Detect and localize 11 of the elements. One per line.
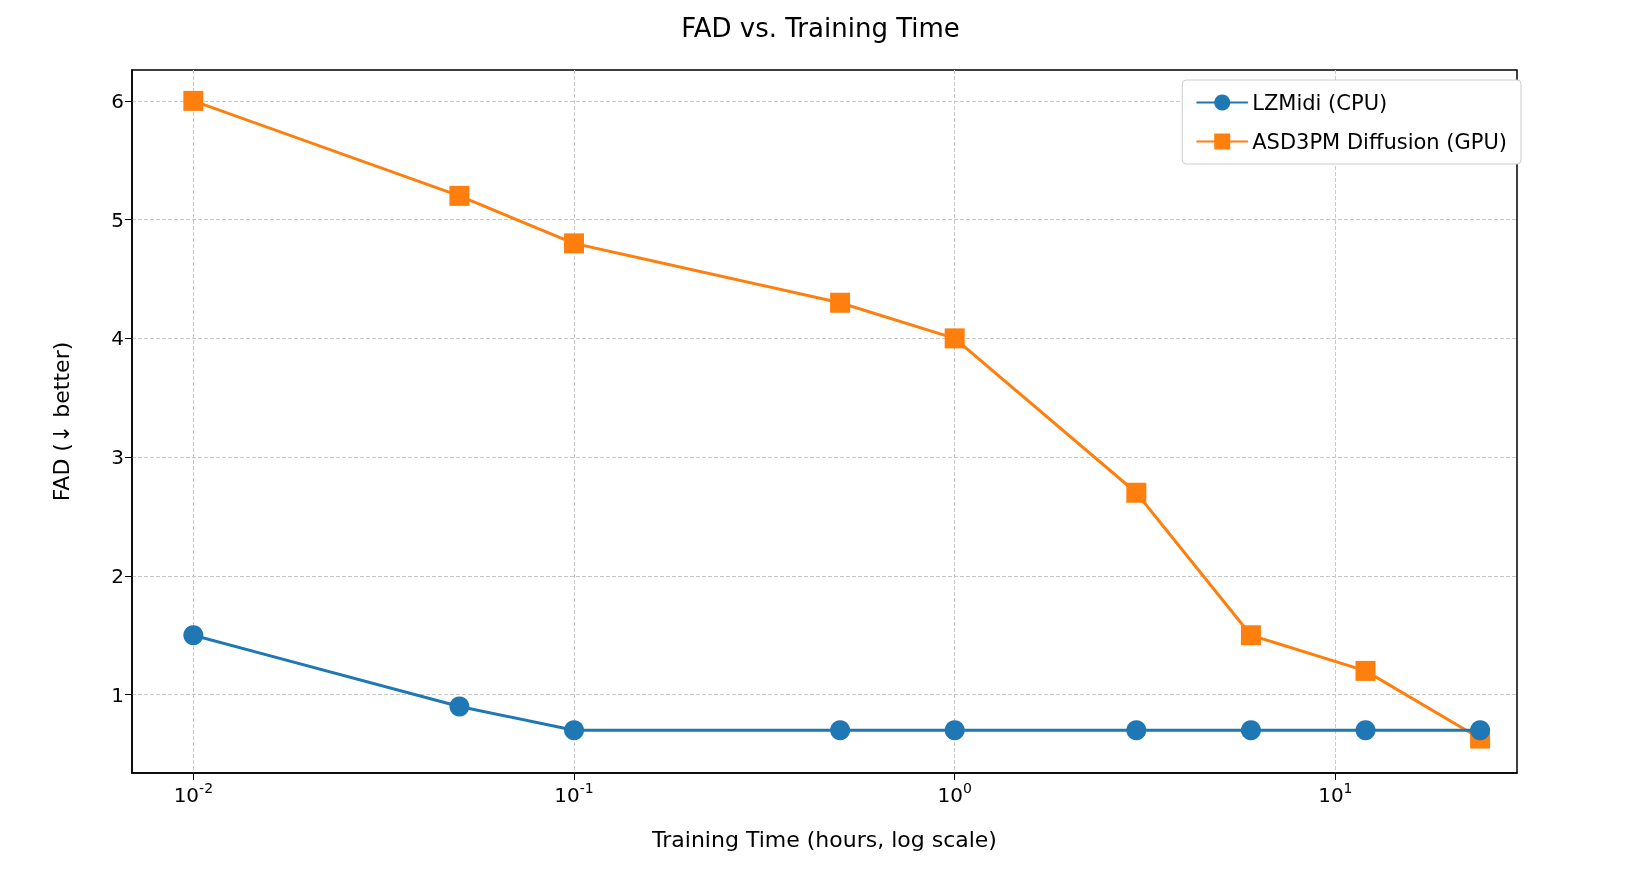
- y-tick-label: 6: [111, 88, 124, 113]
- chart-title: FAD vs. Training Time: [681, 13, 960, 43]
- legend-label: ASD3PM Diffusion (GPU): [1252, 129, 1508, 154]
- y-tick-label: 3: [111, 445, 124, 470]
- y-tick-label: 1: [111, 682, 124, 707]
- y-tick-label: 2: [111, 563, 124, 588]
- legend-label: LZMidi (CPU): [1252, 90, 1388, 115]
- y-tick-label: 4: [111, 326, 124, 351]
- y-tick-label: 5: [111, 207, 124, 232]
- y-axis-title: FAD (↓ better): [48, 341, 74, 502]
- x-axis-title: Training Time (hours, log scale): [651, 826, 997, 852]
